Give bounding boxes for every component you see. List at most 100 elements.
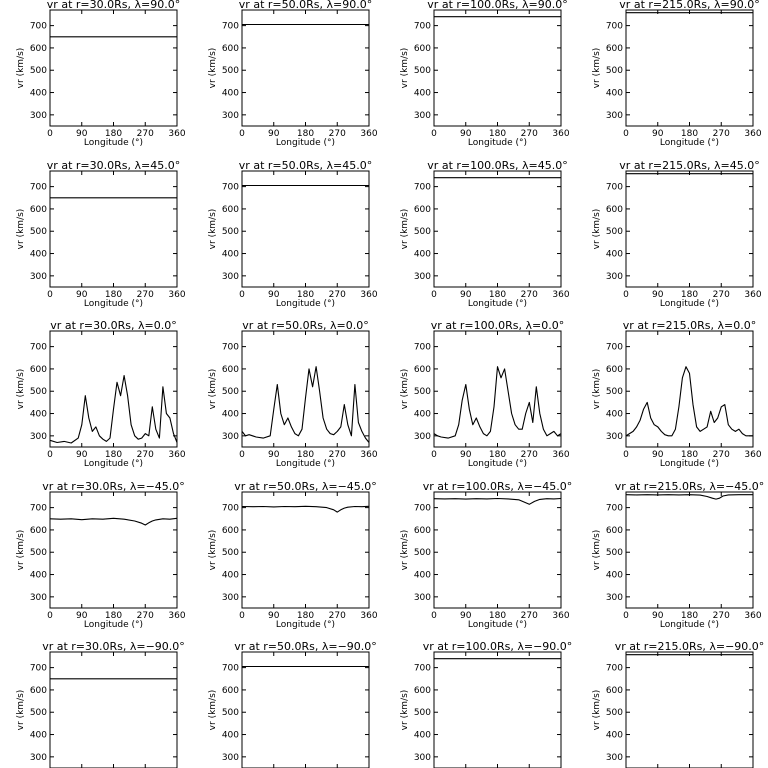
y-tick-label: 300 bbox=[30, 753, 47, 763]
x-tick-label: 90 bbox=[76, 290, 88, 300]
y-tick-label: 300 bbox=[30, 111, 47, 121]
x-axis-title: Longitude (°) bbox=[276, 459, 335, 469]
panel-title: vr at r=50.0Rs, λ=45.0° bbox=[239, 159, 372, 172]
x-tick-label: 180 bbox=[489, 611, 506, 621]
y-tick-label: 400 bbox=[414, 410, 431, 420]
y-tick-label: 500 bbox=[30, 708, 47, 718]
x-tick-label: 360 bbox=[168, 129, 185, 139]
y-axis-title: vr (km/s) bbox=[16, 530, 26, 571]
chart-panel: vr at r=30.0Rs, λ=−45.0° 0 90 180 270 360 300 4… bbox=[16, 480, 186, 630]
y-tick-label: 500 bbox=[606, 227, 623, 237]
y-tick-label: 600 bbox=[222, 44, 239, 54]
y-tick-label: 300 bbox=[222, 432, 239, 442]
x-tick-label: 180 bbox=[105, 290, 122, 300]
x-tick-label: 270 bbox=[329, 129, 346, 139]
y-tick-label: 300 bbox=[414, 111, 431, 121]
y-tick-label: 600 bbox=[30, 205, 47, 215]
chart-panel: vr at r=100.0Rs, λ=90.0° 0 90 180 270 360 300 4… bbox=[400, 0, 570, 148]
plot-frame bbox=[433, 491, 562, 609]
y-tick-label: 600 bbox=[606, 365, 623, 375]
x-tick-label: 270 bbox=[521, 450, 538, 460]
x-tick-label: 90 bbox=[76, 611, 88, 621]
plot-frame bbox=[433, 170, 562, 288]
y-tick-label: 600 bbox=[414, 365, 431, 375]
x-tick-label: 180 bbox=[681, 450, 698, 460]
y-tick-label: 600 bbox=[606, 44, 623, 54]
chart-panel: vr at r=215.0Rs, λ=−90.0°090180270360300… bbox=[592, 640, 764, 768]
x-tick-label: 360 bbox=[744, 450, 761, 460]
panel-title: vr at r=100.0Rs, λ=−45.0° bbox=[423, 480, 573, 493]
x-tick-label: 270 bbox=[329, 450, 346, 460]
x-tick-label: 270 bbox=[137, 450, 154, 460]
x-tick-label: 180 bbox=[681, 290, 698, 300]
x-axis-title: Longitude (°) bbox=[660, 138, 719, 148]
y-tick-label: 700 bbox=[414, 504, 431, 514]
chart-panel: vr at r=215.0Rs, λ=0.0° 0 90 180 270 360 300 40… bbox=[592, 319, 762, 469]
y-tick-label: 300 bbox=[30, 593, 47, 603]
chart-panel: vr at r=100.0Rs, λ=45.0° 0 90 180 270 360 300 4… bbox=[400, 159, 570, 309]
x-tick-label: 180 bbox=[105, 129, 122, 139]
x-tick-label: 0 bbox=[47, 129, 53, 139]
series-line bbox=[625, 366, 753, 437]
x-tick-label: 0 bbox=[623, 290, 629, 300]
series-line bbox=[433, 497, 562, 505]
y-tick-label: 500 bbox=[606, 387, 623, 397]
x-tick-label: 360 bbox=[552, 129, 569, 139]
y-tick-label: 300 bbox=[606, 753, 623, 763]
y-tick-label: 700 bbox=[222, 343, 239, 353]
y-tick-label: 500 bbox=[606, 548, 623, 558]
y-tick-label: 700 bbox=[222, 664, 239, 674]
y-axis-title: vr (km/s) bbox=[208, 369, 218, 410]
y-tick-label: 600 bbox=[414, 44, 431, 54]
x-axis-title: Longitude (°) bbox=[84, 459, 143, 469]
y-axis-title: vr (km/s) bbox=[208, 209, 218, 250]
panel-title: vr at r=100.0Rs, λ=0.0° bbox=[431, 319, 564, 332]
y-tick-label: 400 bbox=[606, 89, 623, 99]
x-tick-label: 90 bbox=[76, 129, 88, 139]
chart-panel: vr at r=30.0Rs, λ=0.0° 0 90 180 270 360 300 400… bbox=[16, 319, 186, 469]
x-tick-label: 360 bbox=[360, 290, 377, 300]
plot-frame bbox=[49, 170, 178, 288]
y-axis-title: vr (km/s) bbox=[16, 369, 26, 410]
x-tick-label: 360 bbox=[552, 290, 569, 300]
x-tick-label: 360 bbox=[168, 450, 185, 460]
plot-frame bbox=[49, 9, 178, 127]
x-tick-label: 180 bbox=[297, 290, 314, 300]
y-tick-label: 400 bbox=[414, 731, 431, 741]
panel-title: vr at r=30.0Rs, λ=0.0° bbox=[50, 319, 176, 332]
chart-panel: vr at r=50.0Rs, λ=90.0° 0 90 180 270 360 300 40… bbox=[208, 0, 378, 148]
x-tick-label: 360 bbox=[360, 129, 377, 139]
chart-panel: vr at r=50.0Rs, λ=45.0° 0 90 180 270 360 300 40… bbox=[208, 159, 378, 309]
panel-title: vr at r=215.0Rs, λ=−90.0° bbox=[615, 640, 765, 653]
y-tick-label: 700 bbox=[30, 664, 47, 674]
y-axis-title: vr (km/s) bbox=[400, 369, 410, 410]
plot-frame bbox=[625, 330, 754, 448]
y-axis-title: vr (km/s) bbox=[592, 690, 602, 731]
y-axis-title: vr (km/s) bbox=[16, 48, 26, 89]
x-tick-label: 360 bbox=[168, 290, 185, 300]
x-tick-label: 0 bbox=[239, 129, 245, 139]
y-tick-label: 600 bbox=[414, 526, 431, 536]
chart-panel: vr at r=30.0Rs, λ=−90.0°0901802703603004… bbox=[16, 640, 185, 768]
y-tick-label: 700 bbox=[30, 504, 47, 514]
y-tick-label: 300 bbox=[606, 432, 623, 442]
y-tick-label: 400 bbox=[222, 731, 239, 741]
plot-frame bbox=[241, 9, 370, 127]
panel-title: vr at r=50.0Rs, λ=0.0° bbox=[242, 319, 368, 332]
series-line bbox=[49, 375, 178, 444]
y-tick-label: 400 bbox=[222, 571, 239, 581]
chart-panel: vr at r=50.0Rs, λ=−45.0° 0 90 180 270 360 300 4… bbox=[208, 480, 378, 630]
x-tick-label: 180 bbox=[489, 290, 506, 300]
panel-title: vr at r=215.0Rs, λ=45.0° bbox=[619, 159, 759, 172]
series-line bbox=[241, 366, 370, 443]
panel-title: vr at r=100.0Rs, λ=−90.0° bbox=[423, 640, 573, 653]
x-tick-label: 180 bbox=[297, 129, 314, 139]
y-tick-label: 700 bbox=[30, 22, 47, 32]
x-tick-label: 0 bbox=[431, 450, 437, 460]
x-axis-title: Longitude (°) bbox=[468, 459, 527, 469]
x-tick-label: 360 bbox=[744, 129, 761, 139]
chart-panel: vr at r=215.0Rs, λ=90.0° 0 90 180 270 360 300 4… bbox=[592, 0, 762, 148]
x-tick-label: 360 bbox=[744, 611, 761, 621]
y-tick-label: 700 bbox=[414, 664, 431, 674]
